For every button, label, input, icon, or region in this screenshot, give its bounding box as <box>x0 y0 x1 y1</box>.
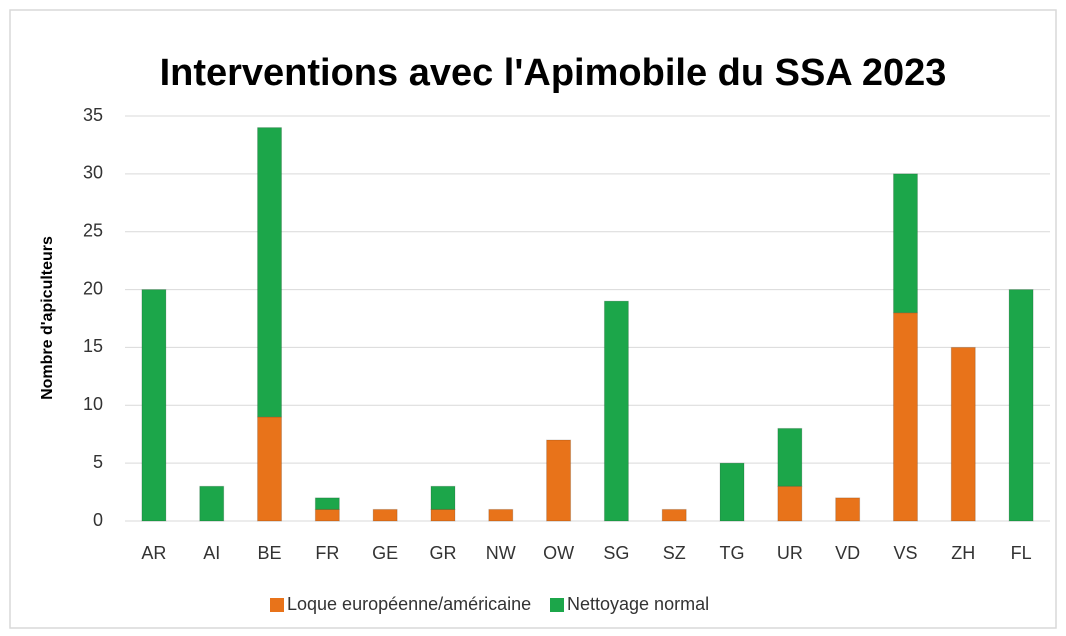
bar-segment <box>835 497 861 522</box>
x-tick-label: NW <box>486 543 516 563</box>
chart-title: Interventions avec l'Apimobile du SSA 20… <box>160 52 947 94</box>
y-tick-label: 35 <box>83 105 103 125</box>
x-tick-label: SZ <box>663 543 686 563</box>
legend-swatch <box>550 598 564 612</box>
x-tick-label: AI <box>203 543 220 563</box>
bar-segment <box>199 485 225 522</box>
bar-segment <box>719 462 745 522</box>
x-tick-label: GR <box>429 543 456 563</box>
x-tick-label: BE <box>258 543 282 563</box>
x-tick-label: SG <box>603 543 629 563</box>
y-tick-label: 0 <box>93 510 103 530</box>
bar-segment <box>1008 289 1034 522</box>
bar-segment <box>430 485 456 510</box>
bar-segment <box>488 508 514 522</box>
y-tick-label: 10 <box>83 394 103 414</box>
x-tick-label: GE <box>372 543 398 563</box>
bar-segment <box>257 416 283 522</box>
y-tick-label: 25 <box>83 220 103 240</box>
chart-border <box>9 9 1057 629</box>
x-tick-label: ZH <box>951 543 975 563</box>
x-tick-label: TG <box>720 543 745 563</box>
bar-segment <box>777 485 803 522</box>
legend-label: Loque européenne/américaine <box>287 594 531 614</box>
bar-segment <box>314 497 340 510</box>
bar-segment <box>430 508 456 522</box>
bar-segment <box>257 127 283 418</box>
legend-label: Nettoyage normal <box>567 594 709 614</box>
bar-segment <box>892 312 918 522</box>
y-tick-label: 5 <box>93 452 103 472</box>
y-axis-label: Nombre d'apiculteurs <box>39 236 56 400</box>
bar-segment <box>141 289 167 522</box>
bar-segment <box>950 346 976 522</box>
x-tick-label: VS <box>893 543 917 563</box>
bar-segment <box>892 173 918 314</box>
bar-segment <box>603 300 629 522</box>
y-tick-label: 15 <box>83 336 103 356</box>
x-tick-label: AR <box>141 543 166 563</box>
bar-segment <box>372 508 398 522</box>
x-tick-label: UR <box>777 543 803 563</box>
bar-segment <box>661 508 687 522</box>
bar-segment <box>314 508 340 522</box>
legend-swatch <box>270 598 284 612</box>
x-tick-label: VD <box>835 543 860 563</box>
bar-segment <box>777 427 803 487</box>
x-tick-label: OW <box>543 543 574 563</box>
x-tick-label: FL <box>1011 543 1032 563</box>
x-tick-label: FR <box>315 543 339 563</box>
bar-segment <box>546 439 572 522</box>
y-tick-label: 20 <box>83 278 103 298</box>
y-tick-label: 30 <box>83 163 103 183</box>
